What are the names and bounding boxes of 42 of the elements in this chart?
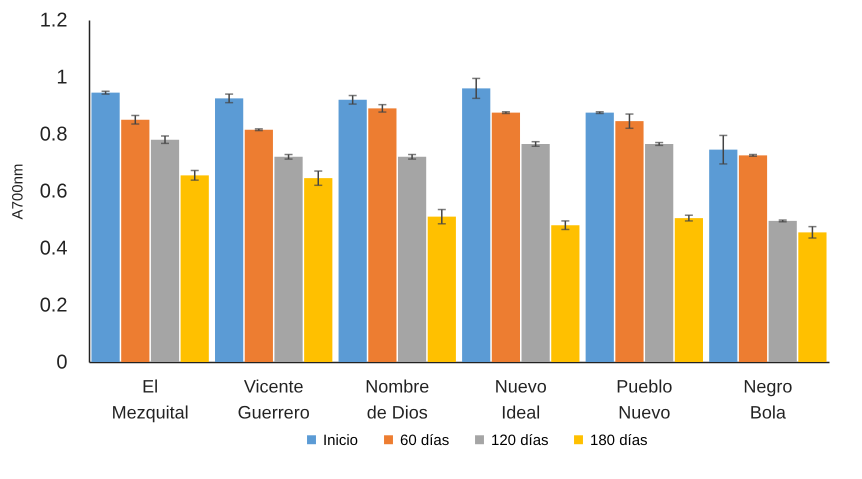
- bar: [180, 175, 209, 362]
- bar: [91, 92, 120, 362]
- legend-label: 180 días: [590, 432, 648, 449]
- x-tick-label: Vicente Guerrero: [238, 376, 310, 422]
- x-tick-label: Nombre de Dios: [365, 376, 430, 422]
- y-tick-label: 0.6: [40, 180, 68, 202]
- bar: [150, 140, 180, 362]
- bar: [738, 155, 768, 362]
- x-tick-label: Pueblo Nuevo: [616, 376, 672, 422]
- bar: [645, 144, 674, 362]
- bar: [522, 144, 550, 362]
- bar: [551, 225, 580, 362]
- bar: [338, 100, 367, 362]
- bar: [615, 121, 644, 362]
- x-tick-label: El Mezquital: [112, 376, 189, 422]
- legend-label: 60 días: [400, 432, 450, 449]
- y-tick-label: 1: [56, 66, 68, 88]
- bar: [215, 98, 244, 362]
- bar: [709, 150, 738, 362]
- bar: [398, 156, 426, 362]
- bar: [492, 112, 520, 362]
- bar: [768, 220, 797, 362]
- bar: [244, 130, 273, 362]
- legend-label: Inicio: [323, 432, 358, 449]
- y-tick-label: 1.2: [40, 10, 68, 32]
- y-tick-label: 0.2: [40, 294, 68, 316]
- y-axis-title: A700nm: [10, 164, 27, 220]
- x-tick-label: Nuevo Ideal: [494, 376, 547, 422]
- bar: [121, 120, 150, 362]
- y-tick-label: 0.4: [40, 238, 68, 260]
- bar: [368, 108, 396, 362]
- legend-label: 120 días: [491, 432, 549, 449]
- bar: [462, 88, 490, 362]
- bar: [586, 112, 614, 362]
- bar: [798, 232, 827, 362]
- bar: [274, 156, 303, 362]
- y-tick-label: 0.8: [40, 124, 68, 146]
- bar: [304, 178, 332, 362]
- bar: [428, 216, 456, 362]
- x-tick-label: Negro Bola: [743, 376, 792, 422]
- y-tick-label: 0: [56, 352, 68, 374]
- bar: [674, 218, 703, 362]
